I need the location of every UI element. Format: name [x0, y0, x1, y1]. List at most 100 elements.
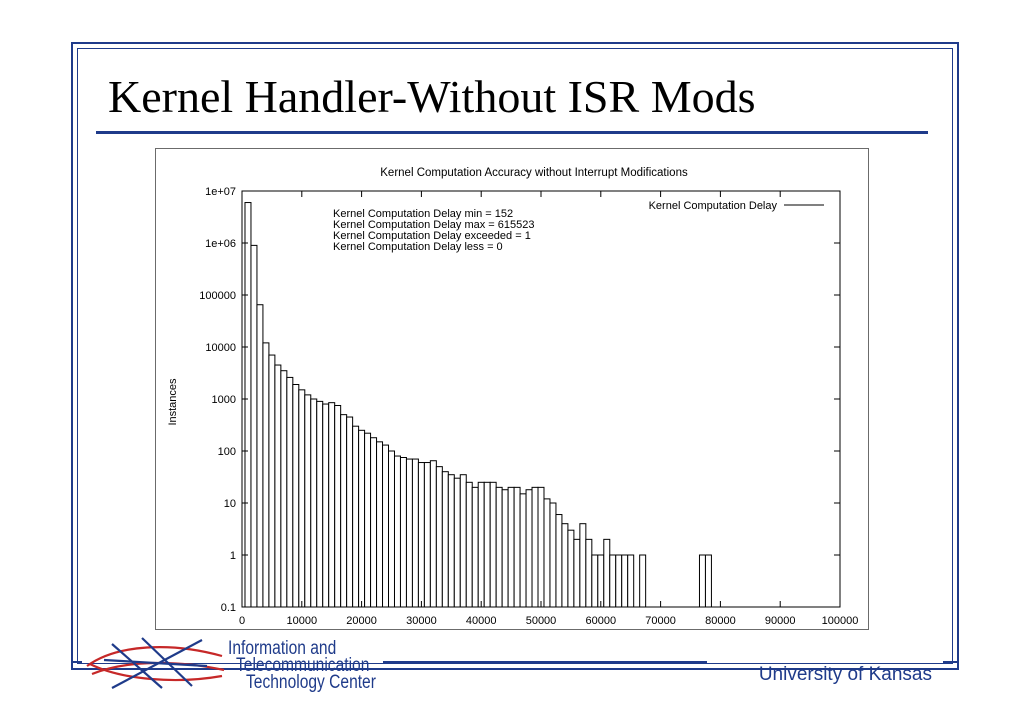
histogram-bar: [274, 364, 282, 608]
histogram-bar: [388, 450, 395, 608]
footer-rule-right: [943, 661, 959, 663]
histogram-bar: [525, 489, 533, 608]
y-tick-label: 1e+06: [205, 238, 236, 250]
y-tick-label: 1e+07: [205, 186, 236, 198]
histogram-bar: [704, 554, 712, 608]
title-underline: [96, 131, 928, 134]
histogram-chart: 1e+07 1e+06 100000 10000 1000 100 10 1 0.10 10000…: [167, 167, 858, 627]
annotation-max: Kernel Computation Delay max = 615523: [333, 219, 534, 231]
histogram-bar: [579, 523, 587, 608]
chart-title: Kernel Computation Accuracy without Inte…: [380, 167, 688, 179]
histogram-bar: [346, 416, 354, 608]
histogram-bar: [513, 486, 521, 608]
histogram-bar: [429, 460, 437, 608]
x-tick-label: 30000: [406, 615, 437, 627]
histogram-bar: [597, 554, 605, 608]
histogram-bar: [280, 370, 288, 608]
histogram-bar: [483, 481, 491, 608]
histogram-bar: [453, 477, 461, 608]
histogram-bar: [393, 455, 401, 608]
itc-logo: [82, 630, 232, 701]
histogram-bar: [268, 354, 276, 608]
x-tick-label: 50000: [526, 615, 557, 627]
footer-rule-middle: [383, 661, 707, 663]
histogram-bar: [340, 414, 348, 608]
footer-rule-left: [72, 661, 82, 663]
histogram-bar: [292, 384, 300, 608]
histogram-bar: [358, 429, 366, 608]
histogram-bar: [334, 405, 342, 608]
histogram-bar: [489, 481, 497, 608]
x-tick-label: 40000: [466, 615, 497, 627]
histogram-bar: [501, 489, 509, 608]
y-tick-label: 10: [224, 498, 236, 510]
histogram-bar: [411, 458, 419, 608]
histogram-bar: [477, 481, 485, 608]
chart-legend: Kernel Computation Delay: [649, 200, 824, 212]
histogram-bar: [447, 474, 455, 608]
university-name: University of Kansas: [758, 664, 932, 685]
annotation-less: Kernel Computation Delay less = 0: [333, 241, 503, 253]
histogram-bar: [537, 486, 545, 608]
y-axis-label: Instances: [167, 378, 179, 426]
x-tick-label: 60000: [586, 615, 617, 627]
histogram-bar: [555, 514, 563, 608]
histogram-bar: [459, 474, 467, 608]
histogram-bar: [298, 389, 306, 608]
histogram-bar: [531, 486, 539, 608]
x-tick-label: 0: [239, 615, 245, 627]
histogram-bar: [310, 398, 318, 608]
y-tick-label: 100: [218, 446, 236, 458]
histogram-bar: [256, 304, 264, 608]
histogram-bar: [423, 462, 431, 608]
histogram-bar: [585, 538, 593, 608]
org-name-line1: Information and: [228, 638, 337, 659]
annotation-exceeded: Kernel Computation Delay exceeded = 1: [333, 230, 531, 242]
histogram-bar: [567, 529, 575, 608]
histogram-bar: [364, 432, 372, 608]
histogram-bar: [591, 554, 599, 608]
stats-annotations: Kernel Computation Delay min = 152 Kerne…: [333, 208, 534, 253]
histogram-bar: [495, 486, 503, 608]
histogram-bar: [519, 493, 527, 608]
histogram-bar: [250, 244, 258, 608]
histogram-bar: [322, 403, 330, 608]
histogram-bar: [603, 538, 611, 608]
histogram-bar: [615, 554, 623, 608]
chart-image: 1e+07 1e+06 100000 10000 1000 100 10 1 0.1 0 10000…: [155, 148, 869, 630]
histogram-bar: [471, 486, 479, 608]
histogram-bars: [244, 202, 712, 608]
histogram-bar: [286, 376, 294, 608]
histogram-bar: [573, 538, 581, 608]
y-tick-label: 100000: [199, 290, 236, 302]
plot-ticks: 1e+07 1e+06 100000 10000 1000 100 10 1 0.10 10000…: [199, 186, 858, 627]
histogram-bar: [405, 458, 413, 608]
x-tick-label: 90000: [765, 615, 796, 627]
x-tick-label: 100000: [822, 615, 859, 627]
histogram-bar: [621, 554, 629, 608]
org-name-line2: Telecommunication: [236, 655, 370, 676]
histogram-bar: [441, 471, 449, 608]
histogram-bar: [465, 481, 473, 608]
histogram-bar: [262, 342, 270, 608]
histogram-bar: [376, 441, 384, 608]
histogram-bar: [543, 498, 551, 608]
legend-label: Kernel Computation Delay: [649, 200, 778, 212]
histogram-bar: [328, 402, 336, 608]
org-name-line3: Technology Center: [246, 672, 376, 693]
histogram-bar: [244, 202, 252, 608]
histogram-bar: [382, 444, 390, 608]
histogram-bar: [698, 554, 706, 608]
histogram-bar: [639, 554, 647, 608]
histogram-bar: [352, 425, 360, 608]
slide-frame-inner: [77, 48, 953, 664]
histogram-bar: [370, 437, 378, 608]
y-tick-label: 1: [230, 550, 236, 562]
histogram-bar: [304, 394, 312, 608]
y-tick-label: 10000: [205, 342, 236, 354]
slide-title: Kernel Handler-Without ISR Mods: [108, 71, 756, 122]
histogram-bar: [609, 554, 617, 608]
histogram-bar: [549, 502, 557, 608]
histogram-bar: [417, 462, 425, 608]
histogram-bar: [316, 400, 324, 608]
